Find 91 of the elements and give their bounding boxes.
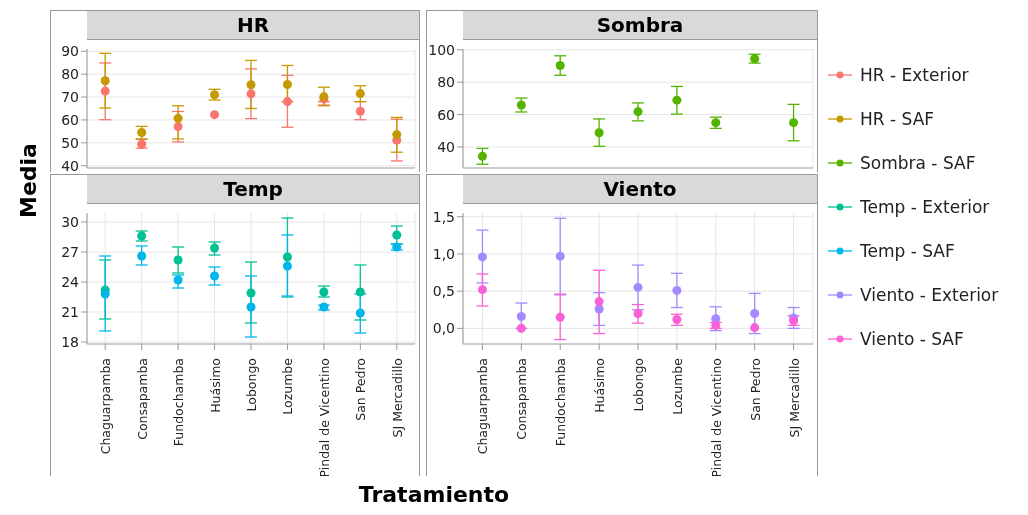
point <box>516 323 526 333</box>
point <box>282 79 292 89</box>
point <box>594 297 604 307</box>
x-tick-label: Lozumbe <box>669 357 685 415</box>
point <box>246 89 256 99</box>
x-tick-label: Chaguarpamba <box>98 358 114 455</box>
x-tick-label: Pindal de Vicentino <box>316 358 332 478</box>
point <box>672 285 682 295</box>
y-tick-label: 80 <box>61 66 79 83</box>
point <box>594 128 604 138</box>
point <box>789 118 799 128</box>
point <box>555 312 565 322</box>
point <box>210 110 220 120</box>
point <box>355 287 365 297</box>
x-tick-label: Consapamba <box>134 358 150 440</box>
x-tick-label: Chaguarpamba <box>475 358 491 455</box>
legend-label: Viento - SAF <box>860 329 964 349</box>
x-tick-label: Lobongo <box>631 358 646 412</box>
x-tick-label: Huásimo <box>207 358 223 413</box>
point <box>282 252 292 262</box>
point <box>477 151 487 161</box>
point <box>355 106 365 116</box>
y-tick-label: 60 <box>437 106 455 123</box>
x-tick-label: San Pedro <box>353 358 369 421</box>
point <box>246 288 256 298</box>
point <box>246 80 256 90</box>
point <box>633 308 643 318</box>
y-tick-label: 30 <box>61 213 79 230</box>
y-tick-label: 0,5 <box>432 283 455 300</box>
legend-label: Sombra - SAF <box>860 153 976 173</box>
point <box>633 107 643 117</box>
chart-title: Viento <box>463 175 817 204</box>
point <box>555 251 565 261</box>
x-tick-label: Lobongo <box>244 358 259 412</box>
y-tick-label: 50 <box>61 134 79 151</box>
chart-title: Temp <box>87 175 419 204</box>
legend-label: HR - Exterior <box>860 65 969 85</box>
point <box>173 275 183 285</box>
x-tick-label: Fundochamba <box>171 358 187 447</box>
point <box>355 308 365 318</box>
y-axis-title: Media <box>15 142 41 220</box>
legend-label: Viento - Exterior <box>860 285 999 305</box>
point <box>100 76 110 86</box>
x-tick-label: SJ Mercadillo <box>786 358 802 438</box>
point <box>672 95 682 105</box>
point <box>633 282 643 292</box>
point <box>392 230 402 240</box>
y-tick-label: 90 <box>61 43 79 60</box>
point <box>555 61 565 71</box>
point <box>173 255 183 265</box>
point <box>137 251 147 261</box>
point <box>516 311 526 321</box>
point <box>750 323 760 333</box>
x-axis-title: Tratamiento <box>357 482 511 507</box>
x-tick-label: San Pedro <box>747 358 763 421</box>
y-tick-label: 40 <box>61 157 79 174</box>
x-tick-label: Fundochamba <box>553 358 569 447</box>
x-tick-label: Huásimo <box>592 358 608 413</box>
chart-title: HR <box>87 11 419 40</box>
y-tick-label: 80 <box>437 74 455 91</box>
point <box>246 302 256 312</box>
y-tick-label: 60 <box>61 111 79 128</box>
y-tick-label: 21 <box>61 303 79 320</box>
y-tick-label: 0,0 <box>432 320 455 337</box>
point <box>477 285 487 295</box>
legend-label: HR - SAF <box>860 109 935 129</box>
y-tick-label: 100 <box>428 41 455 58</box>
legend-label: Temp - SAF <box>860 241 955 261</box>
point <box>210 271 220 281</box>
y-tick-label: 70 <box>61 89 79 106</box>
point <box>173 113 183 123</box>
point <box>355 89 365 99</box>
legend-label: Temp - Exterior <box>860 197 990 217</box>
x-tick-label: Pindal de Vicentino <box>708 358 724 478</box>
point <box>100 289 110 299</box>
point <box>282 261 292 271</box>
y-tick-label: 24 <box>61 273 80 290</box>
x-tick-label: SJ Mercadillo <box>389 358 405 438</box>
point <box>477 252 487 262</box>
point <box>282 97 292 107</box>
point <box>392 130 402 140</box>
y-tick-label: 40 <box>437 138 455 155</box>
y-tick-label: 18 <box>61 333 79 350</box>
point <box>750 308 760 318</box>
x-tick-label: Consapamba <box>514 358 530 440</box>
y-tick-label: 27 <box>61 243 79 260</box>
y-tick-label: 1,0 <box>432 245 455 262</box>
y-tick-label: 1,5 <box>432 208 455 225</box>
x-tick-label: Lozumbe <box>280 357 296 415</box>
chart-title: Sombra <box>463 11 817 40</box>
point <box>100 86 110 96</box>
